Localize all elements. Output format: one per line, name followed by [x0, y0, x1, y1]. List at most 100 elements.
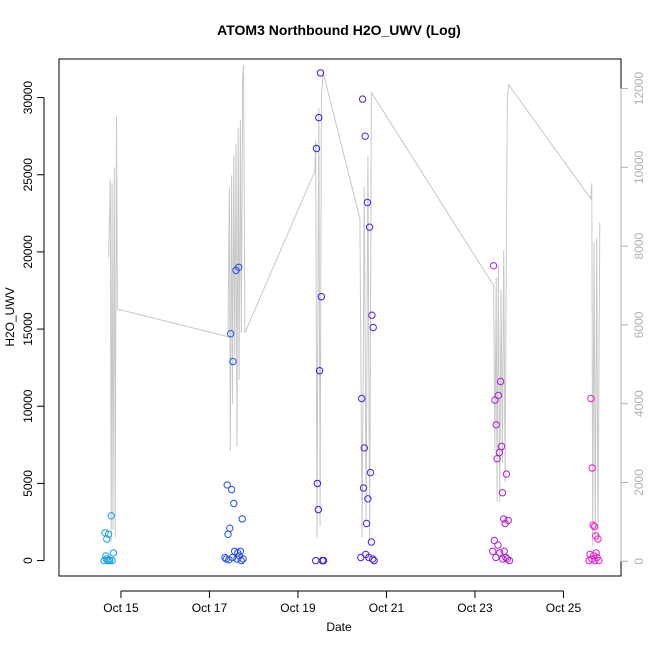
- y-tick-right-label: 2000: [632, 469, 646, 496]
- data-point: [109, 549, 118, 557]
- data-point: [493, 455, 501, 463]
- y-tick-right-label: 6000: [632, 311, 646, 338]
- log-line-layer: [108, 64, 601, 546]
- data-point: [225, 556, 233, 564]
- data-point: [590, 522, 599, 531]
- data-point: [370, 556, 378, 565]
- data-point: [497, 442, 506, 451]
- data-point: [358, 95, 367, 103]
- data-point: [103, 535, 111, 543]
- data-point: [500, 515, 508, 523]
- data-point: [315, 367, 324, 375]
- points-layer: [100, 69, 603, 565]
- data-point: [227, 485, 236, 494]
- data-point: [108, 556, 116, 565]
- x-tick-label: Oct 15: [103, 601, 139, 615]
- data-point: [492, 421, 500, 429]
- data-point: [316, 69, 325, 77]
- y-axis-left: 0 5000 10000 15000 20000 25000 30000: [21, 81, 45, 564]
- data-point: [366, 468, 375, 477]
- y-tick-label: 30000: [21, 81, 35, 115]
- data-point: [312, 144, 321, 153]
- data-point: [592, 549, 600, 557]
- data-point: [489, 547, 497, 555]
- data-point: [230, 499, 238, 508]
- data-point: [106, 556, 114, 565]
- y-tick-label: 25000: [21, 158, 35, 192]
- data-point: [494, 391, 503, 400]
- data-point: [107, 512, 115, 520]
- data-point: [362, 519, 371, 528]
- y-axis-label: H2O_UWV: [3, 287, 17, 346]
- data-point: [360, 444, 368, 452]
- data-point: [505, 556, 514, 565]
- chart-title: ATOM3 Northbound H2O_UWV (Log): [217, 22, 461, 38]
- data-point: [498, 489, 507, 497]
- data-point: [503, 555, 511, 563]
- x-axis: Oct 15 Oct 17 Oct 19 Oct 21 Oct 23 Oct 25: [103, 590, 582, 615]
- data-point: [594, 535, 602, 543]
- data-point: [363, 198, 372, 207]
- data-point: [490, 536, 499, 545]
- data-point: [589, 521, 597, 529]
- data-point: [227, 330, 235, 338]
- x-tick-label: Oct 21: [369, 601, 405, 615]
- data-point: [491, 396, 499, 404]
- data-point: [224, 530, 232, 538]
- data-point: [229, 357, 237, 366]
- data-point: [595, 556, 603, 565]
- y-tick-right-label: 4000: [632, 390, 646, 417]
- data-point: [105, 556, 113, 564]
- data-point: [226, 524, 234, 532]
- data-point: [359, 484, 368, 492]
- data-point: [236, 547, 245, 555]
- data-point: [588, 464, 596, 472]
- data-point: [504, 516, 512, 525]
- x-tick-label: Oct 17: [192, 601, 228, 615]
- data-point: [368, 311, 376, 319]
- y-tick-label: 5000: [21, 470, 35, 497]
- data-point: [228, 553, 237, 562]
- data-point: [492, 553, 500, 562]
- x-tick-label: Oct 25: [546, 601, 582, 615]
- y-tick-right-label: 10000: [632, 150, 646, 184]
- x-axis-label: Date: [326, 620, 352, 634]
- data-point: [358, 394, 366, 403]
- data-point: [237, 556, 246, 565]
- y-tick-label: 0: [21, 557, 35, 564]
- data-point: [238, 515, 246, 523]
- data-point: [235, 263, 243, 271]
- data-point: [587, 394, 595, 403]
- data-point: [365, 553, 373, 562]
- data-point: [496, 549, 504, 557]
- data-point: [365, 223, 374, 231]
- data-point: [489, 262, 498, 270]
- y-axis-right: 0 2000 4000 6000 8000 10000 12000: [620, 72, 646, 565]
- x-tick-label: Oct 19: [280, 601, 316, 615]
- data-point: [104, 530, 113, 538]
- data-point: [239, 555, 247, 563]
- data-point: [315, 113, 323, 122]
- data-point: [312, 556, 320, 565]
- y-tick-right-label: 12000: [632, 72, 646, 106]
- data-point: [367, 538, 376, 546]
- y-tick-label: 10000: [21, 389, 35, 423]
- plot-frame: [58, 58, 622, 577]
- data-point: [361, 132, 369, 140]
- y-tick-label: 20000: [21, 235, 35, 269]
- y-tick-label: 15000: [21, 312, 35, 346]
- data-point: [369, 555, 377, 563]
- data-point: [100, 556, 108, 565]
- y-tick-right-label: 0: [632, 558, 646, 565]
- data-point: [369, 323, 377, 332]
- data-point: [104, 556, 112, 565]
- y-tick-right-label: 8000: [632, 232, 646, 259]
- data-point: [317, 293, 326, 301]
- data-point: [496, 377, 505, 386]
- data-point: [319, 556, 328, 565]
- x-tick-label: Oct 23: [457, 601, 493, 615]
- data-point: [313, 479, 322, 488]
- data-point: [494, 541, 502, 549]
- log-series-line: [108, 64, 601, 546]
